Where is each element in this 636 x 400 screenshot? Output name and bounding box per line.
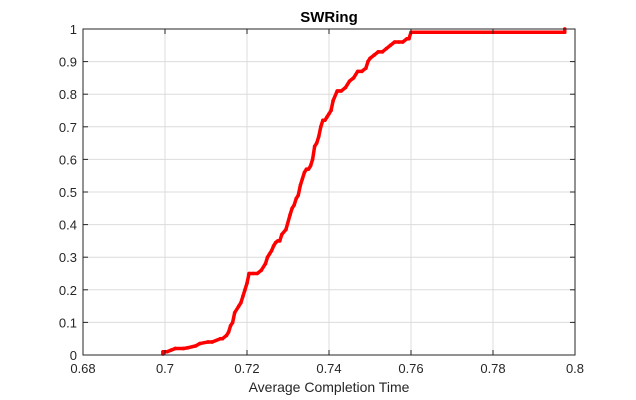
data-point — [284, 227, 288, 232]
data-point — [314, 141, 319, 145]
y-tick-label: 0.5 — [59, 185, 77, 200]
data-point — [331, 98, 335, 103]
data-point — [327, 111, 331, 116]
x-tick-label: 0.72 — [234, 361, 259, 376]
data-point — [351, 76, 356, 80]
data-point — [245, 281, 249, 286]
data-point — [306, 167, 311, 171]
data-point — [228, 323, 233, 328]
data-point — [173, 346, 178, 351]
data-point — [384, 46, 389, 51]
y-tick-label: 0.4 — [59, 218, 77, 233]
data-point — [263, 261, 268, 266]
data-point — [325, 115, 329, 119]
x-tick-label: 0.78 — [480, 361, 505, 376]
x-tick-label: 0.76 — [398, 361, 423, 376]
data-point — [360, 69, 364, 74]
data-point — [308, 164, 313, 168]
y-tick-label: 0.6 — [59, 152, 77, 167]
data-point — [259, 268, 264, 273]
data-point — [232, 310, 237, 315]
data-point — [251, 271, 255, 276]
data-point — [193, 344, 198, 348]
data-point — [355, 69, 360, 74]
data-point — [312, 144, 317, 149]
y-tick-label: 1 — [70, 22, 77, 37]
data-point — [185, 346, 190, 350]
y-tick-label: 0.3 — [59, 250, 77, 265]
data-point — [280, 232, 284, 237]
y-tick-label: 0.8 — [59, 87, 77, 102]
data-point — [364, 66, 368, 70]
data-point — [316, 134, 321, 139]
data-point — [161, 349, 165, 354]
data-point — [226, 330, 231, 334]
data-point — [372, 53, 376, 57]
data-point — [347, 79, 352, 83]
data-point — [198, 341, 202, 346]
x-axis-label: Average Completion Time — [249, 379, 410, 395]
x-tick-label: 0.74 — [316, 361, 341, 376]
data-point — [376, 50, 381, 54]
data-point — [470, 30, 475, 35]
data-point — [319, 125, 323, 129]
data-point — [255, 271, 260, 276]
data-point — [206, 340, 210, 344]
data-point — [290, 206, 294, 211]
data-point — [511, 30, 516, 35]
data-point — [339, 89, 344, 93]
x-tick-label: 0.8 — [566, 361, 584, 376]
data-point — [310, 157, 315, 162]
data-point — [392, 40, 397, 44]
data-point — [323, 118, 327, 123]
x-tick-label: 0.7 — [156, 361, 174, 376]
data-point — [388, 43, 393, 48]
data-point — [407, 36, 411, 41]
y-tick-label: 0.2 — [59, 283, 77, 298]
data-point — [230, 320, 235, 325]
data-point — [224, 333, 229, 338]
data-point — [181, 346, 186, 351]
data-point — [302, 170, 307, 175]
y-tick-label: 0.1 — [59, 315, 77, 330]
data-point — [298, 183, 303, 188]
data-point — [243, 288, 247, 292]
data-point — [380, 50, 385, 54]
data-point — [288, 213, 292, 217]
data-point — [239, 301, 243, 305]
data-point — [562, 30, 567, 35]
data-point — [329, 108, 333, 113]
data-point — [165, 349, 169, 354]
data-point — [429, 30, 434, 35]
data-point — [237, 304, 241, 308]
data-point — [247, 271, 251, 276]
data-point — [267, 252, 272, 256]
data-point — [401, 40, 405, 44]
data-point — [265, 255, 270, 259]
data-point — [396, 40, 401, 44]
data-point — [210, 340, 214, 344]
series-layer — [161, 27, 567, 356]
data-point — [292, 203, 296, 207]
data-point — [241, 294, 245, 299]
data-point — [269, 248, 274, 253]
data-point — [343, 85, 348, 90]
y-tick-label: 0.7 — [59, 120, 77, 135]
data-point — [300, 177, 305, 181]
data-point — [366, 59, 370, 64]
y-tick-label: 0.9 — [59, 55, 77, 70]
data-point — [271, 243, 276, 248]
x-tick-label: 0.68 — [70, 361, 95, 376]
ticks: 0.68 0.7 0.72 0.74 0.76 0.78 0.8 0 0.1 0.2 0.3 0.4 0… — [59, 22, 584, 376]
data-point — [294, 196, 299, 201]
data-point — [169, 348, 173, 352]
data-point — [278, 239, 282, 243]
chart-title: SWRing — [300, 9, 358, 26]
data-point — [368, 56, 372, 61]
y-tick-label: 0 — [70, 348, 77, 363]
data-point — [220, 336, 225, 341]
data-point — [296, 193, 301, 198]
